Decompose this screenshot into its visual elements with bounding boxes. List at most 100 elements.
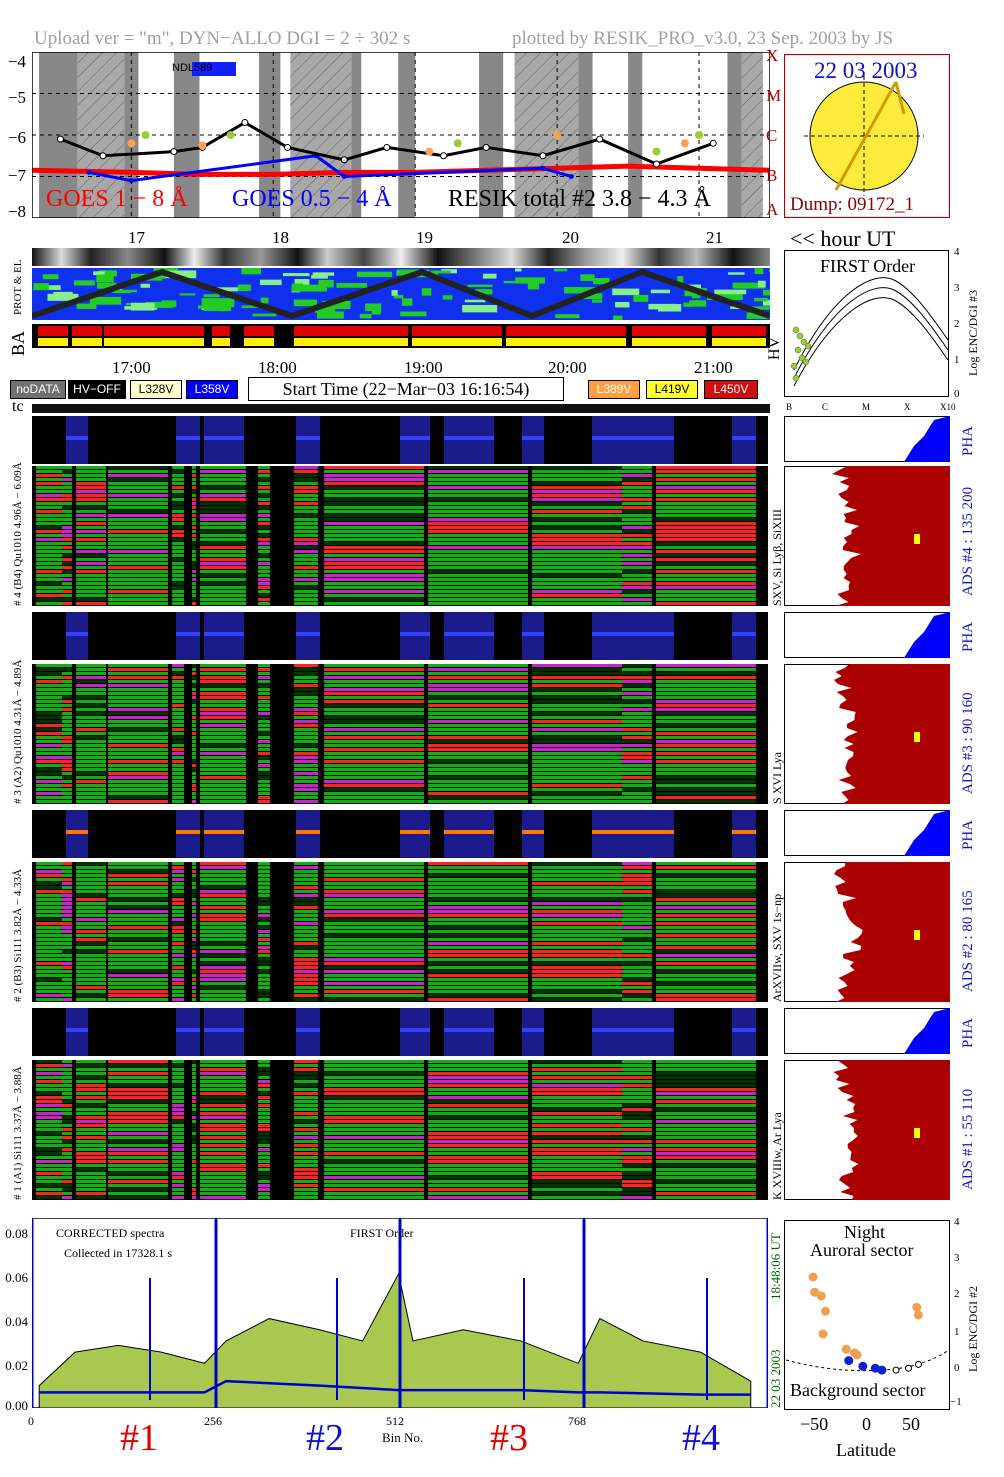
spectro-cell <box>108 756 168 759</box>
spectro-cell <box>532 866 622 869</box>
spectro-cell <box>622 772 652 775</box>
spectro-cell <box>200 918 246 921</box>
spectro-cell <box>532 1124 622 1127</box>
spectro-cell <box>62 664 72 667</box>
spectro-cell <box>532 696 622 699</box>
spectro-cell <box>324 764 424 767</box>
spectro-cell <box>192 530 196 533</box>
spectro-cell <box>36 978 62 981</box>
spectro-cell <box>532 902 622 905</box>
spectro-cell <box>622 1148 652 1151</box>
spectro-cell <box>656 1180 756 1183</box>
time-tick: 19:00 <box>404 358 443 377</box>
spectro-cell <box>532 490 622 493</box>
prot-noise-bit <box>282 273 310 277</box>
spectro-cell <box>294 1164 318 1167</box>
spectro-cell <box>200 1096 246 1099</box>
ads-marker <box>914 930 920 940</box>
spectro-cell <box>324 474 424 477</box>
spectro-cell <box>532 558 622 561</box>
goes-point <box>709 139 717 147</box>
spectro-cell <box>76 886 106 889</box>
spectro-cell <box>656 958 756 961</box>
spectro-cell <box>172 692 184 695</box>
spectro-cell <box>36 1080 62 1083</box>
spectro-cell <box>428 982 528 985</box>
spectro-cell <box>200 498 246 501</box>
spectro-cell <box>36 1144 62 1147</box>
spectro-cell <box>36 862 62 865</box>
spectro-cell <box>258 554 270 557</box>
prot-noise-bit <box>768 268 770 273</box>
spectro-cell <box>36 784 62 787</box>
spectro-cell <box>428 1120 528 1123</box>
spectro-cell <box>192 1068 196 1071</box>
spectro-cell <box>172 466 184 469</box>
spec-ytick: 0.08 <box>5 1226 28 1241</box>
spectro-cell <box>108 922 168 925</box>
pha-histogram <box>784 612 950 658</box>
prot-noise-bit <box>555 314 580 319</box>
spectro-cell <box>428 558 528 561</box>
pha-line <box>176 436 200 440</box>
spectro-cell <box>622 970 652 973</box>
spectro-cell <box>532 906 622 909</box>
spectro-cell <box>172 566 184 569</box>
spectro-cell <box>324 862 424 865</box>
spectro-cell <box>172 676 184 679</box>
spectro-cell <box>62 736 72 739</box>
spectro-cell <box>62 998 72 1001</box>
spectro-cell <box>532 990 622 993</box>
spectro-cell <box>192 1160 196 1163</box>
spectro-cell <box>108 1104 168 1107</box>
spectro-cell <box>622 1128 652 1131</box>
spectro-cell <box>656 982 756 985</box>
spectro-cell <box>532 1160 622 1163</box>
spectro-cell <box>108 602 168 605</box>
spectro-cell <box>622 602 652 605</box>
spectro-cell <box>192 756 196 759</box>
spectro-cell <box>294 982 318 985</box>
spectro-cell <box>294 902 318 905</box>
spectro-cell <box>62 1096 72 1099</box>
prot-noise-bit <box>401 298 413 306</box>
spectro-cell <box>622 982 652 985</box>
spectro-cell <box>622 1168 652 1171</box>
tc-bar <box>32 404 770 413</box>
spectro-cell <box>622 542 652 545</box>
spectro-cell <box>200 930 246 933</box>
spectro-cell <box>108 974 168 977</box>
spectro-cell <box>200 1176 246 1179</box>
spectro-cell <box>324 768 424 771</box>
spectro-cell <box>532 1128 622 1131</box>
spectro-cell <box>532 1148 622 1151</box>
spectro-cell <box>108 514 168 517</box>
spectro-cell <box>76 1088 106 1091</box>
spectro-cell <box>76 894 106 897</box>
spectro-cell <box>62 1136 72 1139</box>
spectro-cell <box>324 570 424 573</box>
spectro-cell <box>62 1168 72 1171</box>
spectro-cell <box>172 1148 184 1151</box>
spectro-cell <box>200 1172 246 1175</box>
spectro-cell <box>76 692 106 695</box>
spectro-cell <box>294 704 318 707</box>
spectro-cell <box>622 486 652 489</box>
spectro-cell <box>192 494 196 497</box>
spectro-cell <box>36 1192 62 1195</box>
goes-yaxis: −4 −5 −6 −7 −8 <box>0 52 30 222</box>
spectro-cell <box>192 518 196 521</box>
spectro-cell <box>622 906 652 909</box>
spectro-cell <box>532 700 622 703</box>
spectro-cell <box>428 582 528 585</box>
spectro-cell <box>656 760 756 763</box>
spectro-cell <box>192 526 196 529</box>
spectro-cell <box>622 676 652 679</box>
pha-line <box>444 632 494 636</box>
spectro-cell <box>108 978 168 981</box>
spectro-cell <box>258 1068 270 1071</box>
spectro-cell <box>656 590 756 593</box>
spectro-cell <box>172 764 184 767</box>
spectro-cell <box>76 736 106 739</box>
spectro-cell <box>62 1156 72 1159</box>
